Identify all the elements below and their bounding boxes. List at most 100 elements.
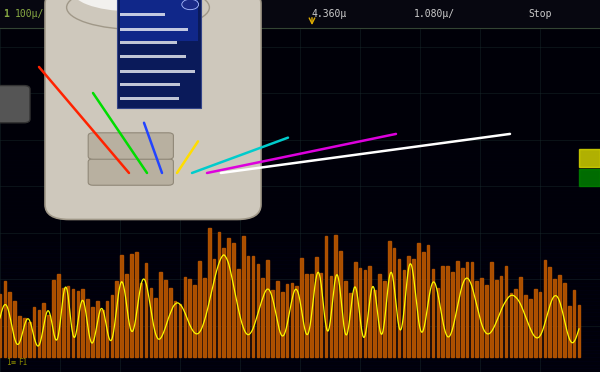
Bar (77, 291, 79, 357)
Bar (120, 0, 198, 41)
Bar (407, 256, 410, 357)
Bar (451, 272, 454, 357)
Bar (33, 307, 35, 357)
Bar (0, 238, 600, 242)
Bar (0, 22, 600, 26)
Bar (0, 324, 600, 327)
Bar (0, 82, 600, 86)
Bar (0, 216, 600, 219)
Bar (0, 294, 1, 357)
Bar (349, 293, 352, 357)
Bar (0, 246, 600, 249)
Bar (198, 262, 201, 357)
Bar (0, 67, 600, 71)
Bar (0, 339, 600, 342)
Bar (286, 284, 289, 357)
Bar (237, 269, 240, 357)
Bar (0, 108, 600, 112)
Bar (0, 327, 600, 331)
Bar (117, 0, 201, 108)
Bar (524, 295, 527, 357)
Bar (383, 281, 386, 357)
Bar (579, 169, 600, 186)
Bar (0, 208, 600, 212)
Bar (0, 19, 600, 22)
FancyBboxPatch shape (45, 0, 261, 219)
Bar (403, 270, 405, 357)
Bar (495, 280, 497, 357)
Bar (0, 156, 600, 160)
Bar (0, 268, 600, 272)
Bar (106, 301, 109, 357)
Bar (0, 149, 600, 153)
Bar (0, 219, 600, 223)
Bar (110, 295, 113, 357)
Bar (38, 310, 40, 357)
Bar (0, 11, 600, 15)
Bar (0, 365, 600, 368)
Bar (125, 274, 128, 357)
Bar (120, 83, 180, 86)
Bar (0, 30, 600, 33)
Bar (154, 298, 157, 357)
Bar (412, 259, 415, 357)
Bar (266, 260, 269, 357)
Bar (174, 301, 176, 357)
Bar (0, 115, 600, 119)
Bar (519, 276, 522, 357)
Text: 100μ/: 100μ/ (15, 9, 44, 19)
Ellipse shape (70, 0, 188, 11)
Bar (0, 119, 600, 123)
Ellipse shape (67, 0, 209, 29)
Bar (334, 235, 337, 357)
Bar (0, 205, 600, 208)
Bar (329, 276, 332, 357)
Bar (0, 231, 600, 234)
FancyBboxPatch shape (88, 159, 173, 185)
Bar (373, 291, 376, 357)
Bar (548, 267, 551, 357)
Bar (0, 301, 600, 305)
Text: 1: 1 (3, 9, 9, 19)
Bar (466, 262, 469, 357)
Bar (0, 7, 600, 11)
Bar (0, 171, 600, 175)
Bar (188, 279, 191, 357)
Bar (437, 288, 439, 357)
Bar (0, 74, 600, 78)
Bar (121, 255, 123, 357)
Bar (0, 15, 600, 19)
Bar (101, 310, 104, 357)
Bar (417, 243, 420, 357)
Bar (432, 269, 434, 357)
Bar (86, 299, 89, 357)
Bar (13, 301, 16, 357)
Bar (490, 262, 493, 357)
Bar (0, 331, 600, 335)
Bar (232, 243, 235, 357)
Bar (0, 186, 600, 190)
Bar (242, 236, 245, 357)
Bar (28, 323, 31, 357)
Bar (0, 78, 600, 82)
Bar (281, 292, 284, 357)
Bar (120, 97, 179, 100)
Bar (0, 71, 600, 74)
Bar (0, 260, 600, 264)
Bar (0, 60, 600, 63)
Bar (251, 256, 254, 357)
Bar (0, 56, 600, 60)
Bar (422, 252, 425, 357)
Bar (0, 164, 600, 167)
Bar (0, 41, 600, 45)
Bar (0, 212, 600, 216)
Bar (0, 179, 600, 182)
Bar (0, 272, 600, 275)
Bar (169, 288, 172, 357)
Bar (0, 89, 600, 93)
Bar (96, 301, 98, 357)
Bar (0, 26, 600, 30)
FancyBboxPatch shape (0, 86, 30, 123)
Bar (378, 274, 381, 357)
Bar (514, 289, 517, 357)
